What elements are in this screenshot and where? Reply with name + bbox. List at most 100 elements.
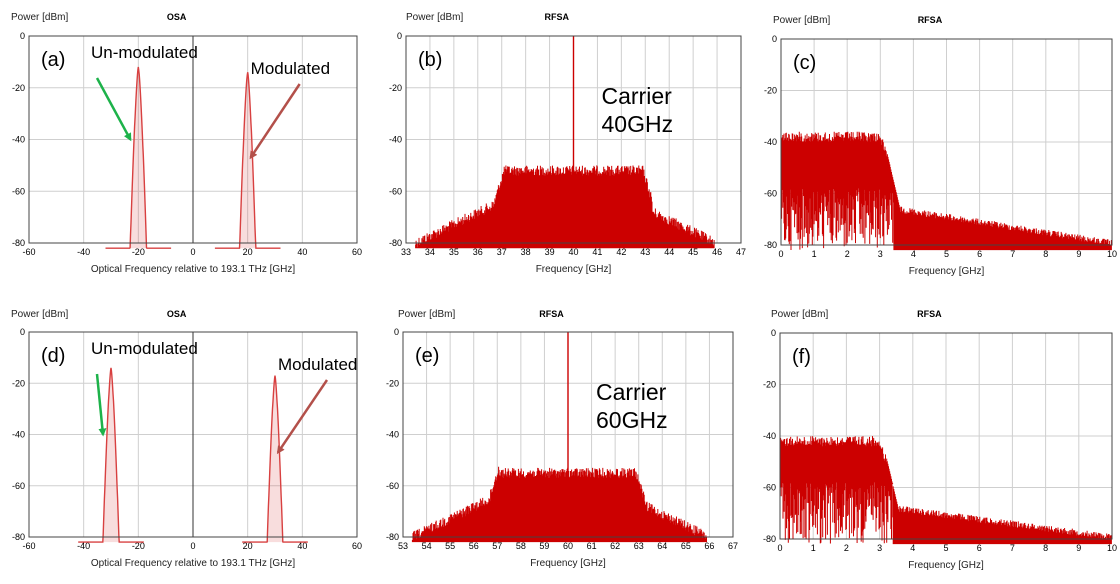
plot-frame [405,35,742,244]
x-axis-label: Optical Frequency relative to 193.1 THz … [91,264,296,275]
plot-frame [780,38,1113,246]
x-tick-label: 42 [616,247,626,257]
x-tick-label: 62 [610,541,620,551]
x-tick-label: 1 [812,249,817,259]
y-axis-label: Power [dBm] [773,15,830,26]
x-tick-label: -40 [77,247,90,257]
y-tick-label: -60 [12,186,25,196]
x-tick-label: 6 [977,543,982,553]
x-tick-label: 3 [877,543,882,553]
y-tick-label: -20 [386,378,399,388]
x-tick-label: 8 [1043,249,1048,259]
x-tick-label: 41 [592,247,602,257]
annotation-unmodulated: Un-modulated [91,43,198,62]
arrow-unmodulated [95,373,107,437]
x-tick-label: 61 [587,541,597,551]
x-tick-label: 5 [944,249,949,259]
x-tick-label: 5 [943,543,948,553]
x-axis-label: Frequency [GHz] [909,266,985,277]
plot-frame [779,332,1113,540]
y-tick-label: -60 [386,481,399,491]
y-tick-label: -20 [764,86,777,96]
carrier-frequency-label: 40GHz [602,111,674,137]
y-axis-label: Power [dBm] [771,309,828,320]
x-tick-label: 67 [728,541,738,551]
y-tick-label: 0 [20,327,25,337]
plot-frame [28,331,358,538]
panel-label: (a) [41,49,65,71]
x-tick-label: -40 [77,541,90,551]
panel-label: (f) [792,346,811,368]
x-tick-label: 7 [1010,249,1015,259]
x-tick-label: 4 [910,543,915,553]
x-tick-label: 60 [352,541,362,551]
y-tick-label: -60 [12,481,25,491]
spectrum-fill [214,72,281,249]
y-tick-label: 0 [20,31,25,41]
x-axis-label: Frequency [GHz] [908,560,984,571]
x-tick-label: 33 [401,247,411,257]
plot-frame [402,331,734,538]
x-tick-label: 36 [473,247,483,257]
x-tick-label: 44 [664,247,674,257]
x-tick-label: 0 [190,541,195,551]
y-tick-label: -60 [389,186,402,196]
x-tick-label: 10 [1107,249,1117,259]
x-tick-label: 55 [445,541,455,551]
x-tick-label: 4 [911,249,916,259]
y-tick-label: -20 [389,83,402,93]
x-tick-label: 53 [398,541,408,551]
y-axis-label: Power [dBm] [406,12,463,23]
panel-label: (e) [415,345,439,367]
x-axis-label: Frequency [GHz] [530,558,606,569]
x-tick-label: 45 [688,247,698,257]
x-tick-label: 43 [640,247,650,257]
x-tick-label: 9 [1076,543,1081,553]
spectrum-modulated [242,375,308,543]
x-tick-label: 54 [422,541,432,551]
annotation-modulated: Modulated [251,59,330,78]
chart-title: RFSA [917,309,942,319]
y-tick-label: 0 [772,34,777,44]
x-tick-label: -60 [22,247,35,257]
y-axis-label: Power [dBm] [11,309,68,320]
arrow-modulated [276,379,329,455]
x-tick-label: -60 [22,541,35,551]
y-tick-label: -40 [764,137,777,147]
x-tick-label: 57 [492,541,502,551]
x-tick-label: 47 [736,247,746,257]
x-tick-label: 6 [977,249,982,259]
y-tick-label: 0 [771,328,776,338]
spectrum-fill [242,375,308,543]
trace-group [78,332,308,543]
y-tick-label: -20 [763,380,776,390]
x-tick-label: 35 [449,247,459,257]
x-tick-label: 38 [521,247,531,257]
rf-spectrum [415,165,715,249]
rf-spectrum [411,466,707,543]
x-tick-label: 65 [681,541,691,551]
x-tick-label: 8 [1043,543,1048,553]
spectrum-un-modulated [78,367,144,543]
y-tick-label: 0 [394,327,399,337]
carrier-label: Carrier [602,83,673,109]
spectrum-un-modulated [105,66,172,249]
spectrum-fill [105,67,172,249]
spectrum-fill [78,367,144,543]
y-tick-label: -20 [12,83,25,93]
spectrum-modulated [214,72,281,249]
x-tick-label: 37 [497,247,507,257]
y-tick-label: -80 [386,532,399,542]
y-tick-label: -80 [389,238,402,248]
panel-c: Power [dBm] RFSA Frequency [GHz] 0 1 2 3 4 5 6 7 8 9… [764,15,1117,277]
y-tick-label: -80 [763,534,776,544]
y-axis-label: Power [dBm] [398,309,455,320]
x-tick-label: 46 [712,247,722,257]
chart-title: OSA [167,12,187,22]
x-tick-label: 0 [777,543,782,553]
x-tick-label: 2 [844,543,849,553]
chart-title: OSA [167,309,187,319]
plot-frame [28,35,358,244]
y-tick-label: -40 [389,135,402,145]
x-tick-label: 1 [811,543,816,553]
